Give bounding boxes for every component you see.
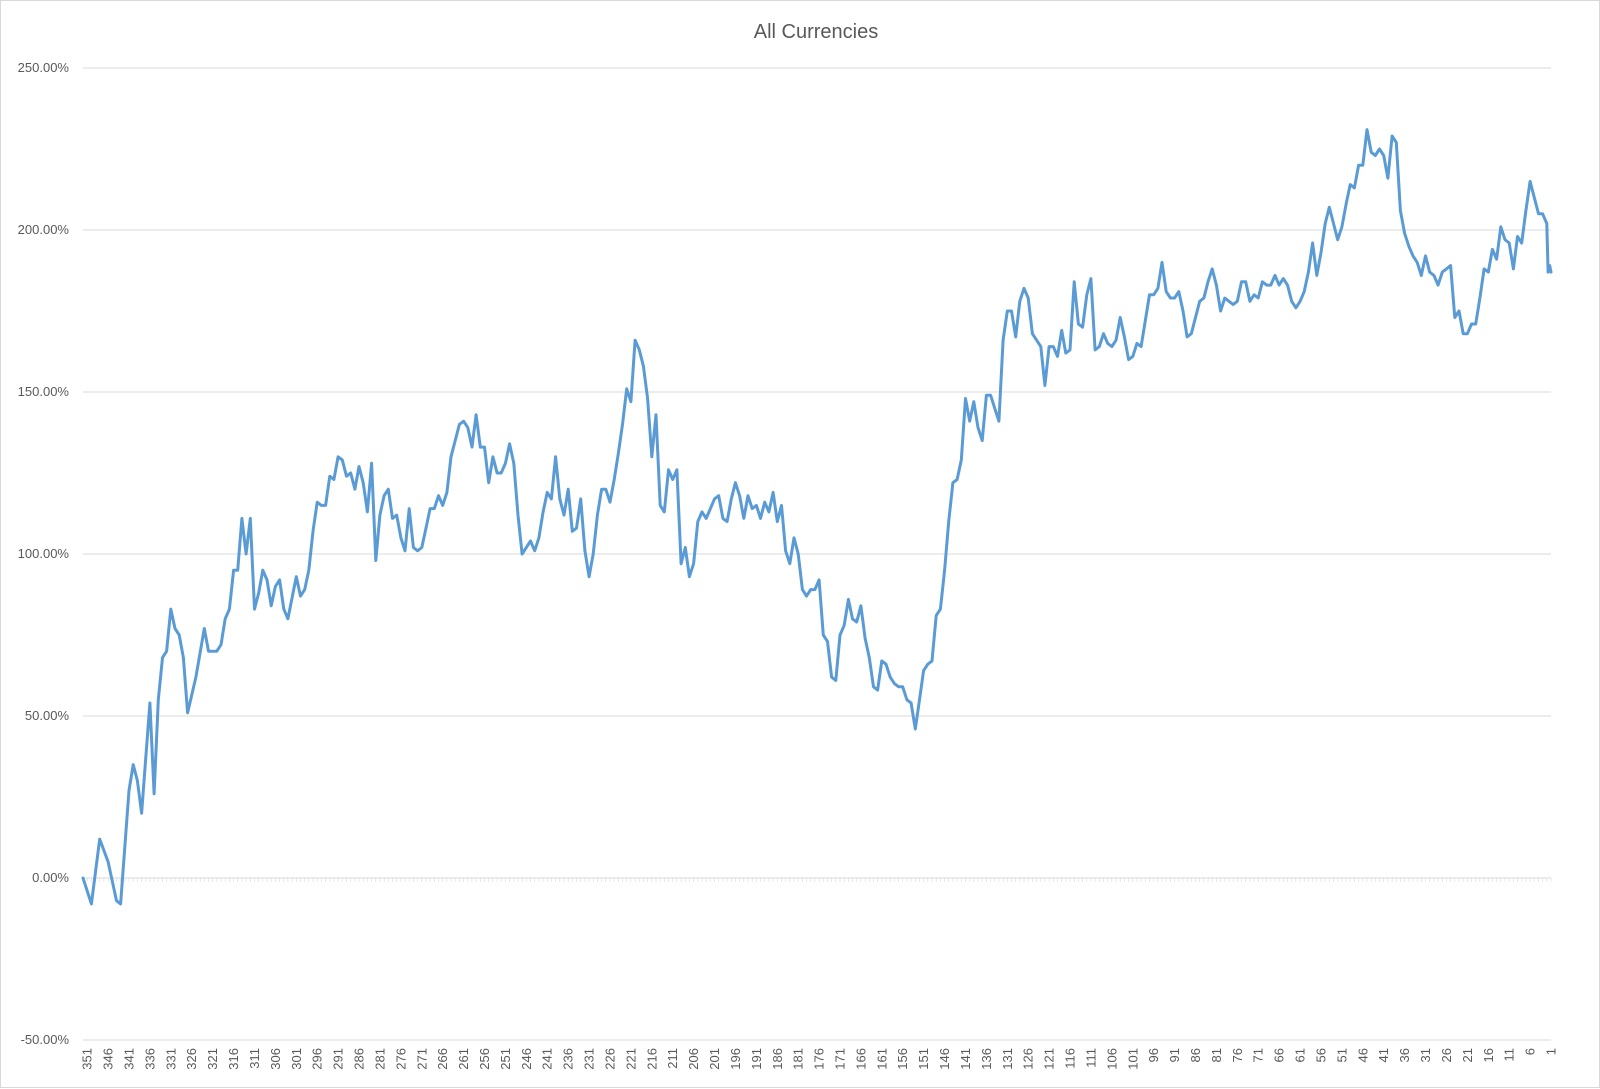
x-tick-label: 156 (895, 1048, 910, 1070)
x-tick-label: 96 (1146, 1048, 1161, 1062)
x-tick-label: 76 (1230, 1048, 1245, 1062)
x-tick-label: 176 (812, 1048, 827, 1070)
x-tick-label: 331 (163, 1048, 178, 1070)
x-tick-label: 191 (749, 1048, 764, 1070)
x-tick-label: 116 (1063, 1048, 1078, 1069)
x-tick-label: 1 (1544, 1048, 1559, 1055)
y-axis-ticks: -50.00% 0.00% 50.00% 100.00% 150.00% 200.00% 2… (18, 60, 70, 1047)
x-tick-label: 26 (1439, 1048, 1454, 1062)
chart-title: All Currencies (754, 21, 878, 43)
x-tick-label: 101 (1125, 1048, 1140, 1070)
x-tick-label: 106 (1104, 1048, 1119, 1070)
x-tick-label: 336 (142, 1048, 157, 1070)
series-layer (81, 128, 1553, 906)
x-tick-label: 181 (791, 1048, 806, 1070)
x-tick-label: 351 (80, 1048, 95, 1070)
x-tick-label: 346 (101, 1048, 116, 1070)
y-tick-label: 0.00% (32, 870, 69, 885)
x-tick-label: 246 (519, 1048, 534, 1070)
x-tick-label: 286 (352, 1048, 367, 1070)
x-tick-label: 46 (1355, 1048, 1370, 1062)
x-tick-label: 151 (916, 1048, 931, 1070)
x-tick-label: 311 (247, 1048, 262, 1069)
y-tick-label: 250.00% (18, 60, 70, 75)
x-tick-label: 136 (979, 1048, 994, 1070)
x-tick-label: 326 (184, 1048, 199, 1070)
x-tick-label: 221 (623, 1048, 638, 1070)
x-tick-label: 126 (1021, 1048, 1036, 1070)
x-tick-label: 211 (665, 1048, 680, 1069)
x-tick-label: 241 (540, 1048, 555, 1070)
x-tick-label: 161 (874, 1048, 889, 1070)
x-tick-label: 261 (456, 1048, 471, 1070)
y-tick-label: 150.00% (18, 384, 70, 399)
x-tick-label: 231 (582, 1048, 597, 1070)
x-tick-label: 196 (728, 1048, 743, 1070)
x-tick-label: 6 (1523, 1048, 1538, 1055)
x-tick-label: 281 (372, 1048, 387, 1070)
x-tick-label: 291 (331, 1048, 346, 1070)
x-tick-label: 91 (1167, 1048, 1182, 1062)
x-tick-label: 131 (1000, 1048, 1015, 1070)
x-tick-label: 61 (1293, 1048, 1308, 1062)
x-tick-label: 236 (561, 1048, 576, 1070)
x-tick-label: 31 (1418, 1048, 1433, 1062)
x-tick-label: 216 (644, 1048, 659, 1070)
x-tick-label: 121 (1042, 1048, 1057, 1070)
x-tick-label: 81 (1209, 1048, 1224, 1062)
x-tick-label: 16 (1481, 1048, 1496, 1062)
x-tick-label: 171 (833, 1048, 848, 1070)
x-axis-ticks: 351 346 341 336 331 326 321 316 311 306 301 296 291 2… (80, 1048, 1559, 1070)
x-tick-label: 51 (1334, 1048, 1349, 1062)
series-line (81, 128, 1553, 906)
x-tick-label: 296 (310, 1048, 325, 1070)
x-tick-label: 206 (686, 1048, 701, 1070)
x-tick-label: 256 (477, 1048, 492, 1070)
x-tick-label: 186 (770, 1048, 785, 1070)
x-tick-label: 21 (1460, 1048, 1475, 1062)
x-tick-label: 341 (122, 1048, 137, 1070)
x-tick-label: 66 (1272, 1048, 1287, 1062)
x-tick-label: 321 (205, 1048, 220, 1070)
x-tick-label: 36 (1397, 1048, 1412, 1062)
x-tick-label: 251 (498, 1048, 513, 1070)
x-tick-label: 301 (289, 1048, 304, 1070)
x-tick-label: 11 (1502, 1048, 1517, 1062)
x-tick-label: 226 (602, 1048, 617, 1070)
x-tick-label: 271 (414, 1048, 429, 1070)
x-tick-label: 56 (1313, 1048, 1328, 1062)
x-axis (82, 877, 1552, 882)
x-tick-label: 166 (853, 1048, 868, 1070)
x-tick-label: 306 (268, 1048, 283, 1070)
y-tick-label: 50.00% (25, 708, 70, 723)
x-tick-label: 266 (435, 1048, 450, 1070)
x-tick-label: 111 (1083, 1048, 1098, 1068)
x-tick-label: 141 (958, 1048, 973, 1070)
x-tick-label: 71 (1251, 1048, 1266, 1062)
x-tick-label: 41 (1376, 1048, 1391, 1062)
y-tick-label: 200.00% (18, 222, 70, 237)
y-tick-label: 100.00% (18, 546, 70, 561)
x-tick-label: 276 (393, 1048, 408, 1070)
x-tick-label: 86 (1188, 1048, 1203, 1062)
x-tick-label: 201 (707, 1048, 722, 1070)
x-tick-label: 316 (226, 1048, 241, 1070)
x-tick-label: 146 (937, 1048, 952, 1070)
y-tick-label: -50.00% (21, 1032, 70, 1047)
